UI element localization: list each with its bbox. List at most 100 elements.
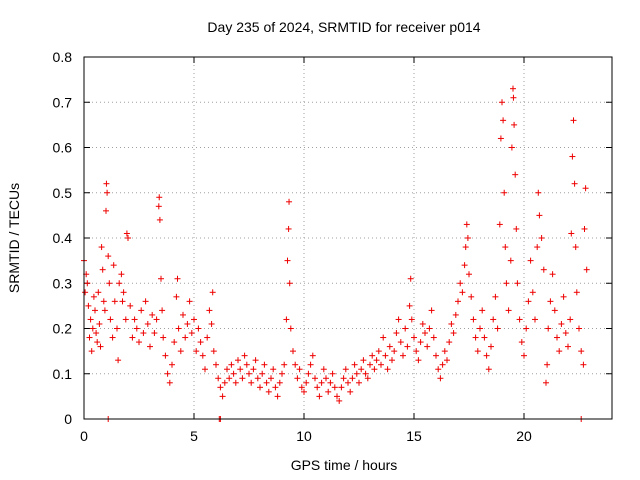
data-point <box>496 221 503 228</box>
data-point <box>204 334 211 341</box>
data-point <box>155 203 162 210</box>
data-point <box>272 384 279 391</box>
data-point <box>556 348 563 355</box>
data-point <box>397 339 404 346</box>
data-point <box>386 343 393 350</box>
data-point <box>118 271 125 278</box>
data-point <box>535 189 542 196</box>
data-point <box>327 379 334 386</box>
data-point <box>497 135 504 142</box>
data-point <box>318 379 325 386</box>
data-point <box>503 280 510 287</box>
y-tick-label: 0.5 <box>53 185 73 201</box>
data-point <box>501 189 508 196</box>
data-point <box>464 235 471 241</box>
data-point <box>119 298 126 305</box>
data-point <box>349 375 356 382</box>
data-point <box>356 379 362 386</box>
data-point <box>567 316 574 323</box>
data-point <box>173 293 180 300</box>
data-point <box>274 393 281 400</box>
data-point <box>505 307 512 314</box>
data-point <box>312 375 318 382</box>
data-point <box>191 316 197 323</box>
data-point <box>286 280 293 287</box>
data-point <box>209 289 216 296</box>
data-point <box>411 334 417 341</box>
data-point <box>195 325 202 332</box>
data-point <box>314 384 321 391</box>
data-point <box>115 357 122 364</box>
data-point <box>391 348 398 355</box>
data-point <box>120 289 127 296</box>
data-point <box>103 207 109 214</box>
data-point <box>430 334 437 341</box>
data-point <box>573 289 580 296</box>
y-tick-label: 0.7 <box>53 94 73 110</box>
data-point <box>580 361 587 368</box>
data-point <box>84 280 91 287</box>
data-point <box>169 361 175 368</box>
data-point <box>325 388 332 395</box>
data-point <box>241 352 248 359</box>
data-point <box>199 352 206 359</box>
data-point <box>296 366 303 373</box>
data-point <box>382 352 389 359</box>
data-point <box>470 316 477 323</box>
data-point <box>248 379 255 386</box>
data-point <box>441 348 448 355</box>
data-point <box>111 298 118 305</box>
data-point <box>105 253 112 260</box>
data-point <box>340 375 347 382</box>
data-point <box>104 189 111 196</box>
data-point <box>455 298 461 305</box>
data-point <box>86 334 93 341</box>
data-point <box>122 316 129 323</box>
data-point <box>98 244 105 251</box>
data-point <box>283 316 290 323</box>
data-point <box>433 352 439 359</box>
data-point <box>182 334 189 341</box>
data-point <box>351 361 358 368</box>
data-point <box>479 307 486 314</box>
data-point <box>136 339 142 346</box>
data-point <box>116 280 123 287</box>
data-point <box>369 352 376 359</box>
data-point <box>529 289 536 296</box>
data-point <box>461 262 468 269</box>
data-point <box>153 316 160 323</box>
data-point <box>558 320 565 327</box>
data-point <box>284 257 291 264</box>
data-point <box>408 316 415 323</box>
data-point <box>417 339 424 346</box>
data-point <box>286 198 293 205</box>
data-point <box>448 320 455 327</box>
data-point <box>523 325 530 332</box>
data-point <box>287 325 294 332</box>
data-point <box>85 302 92 309</box>
data-point <box>257 384 263 391</box>
data-point <box>106 280 113 287</box>
data-point <box>323 375 329 382</box>
data-point <box>140 330 147 337</box>
data-point <box>263 379 270 386</box>
data-point <box>502 244 509 251</box>
data-point <box>457 280 464 287</box>
data-point <box>415 357 422 364</box>
data-point <box>131 316 138 323</box>
data-point <box>428 307 435 314</box>
data-point <box>301 388 307 395</box>
data-point <box>237 366 244 373</box>
data-point <box>219 393 226 400</box>
data-point <box>347 388 354 395</box>
data-point <box>320 366 327 373</box>
data-point <box>490 316 497 323</box>
x-tick-label: 0 <box>80 428 88 444</box>
data-point <box>213 361 219 368</box>
data-point <box>123 230 130 237</box>
data-point <box>144 320 151 327</box>
data-point <box>259 370 266 377</box>
data-point <box>114 325 120 332</box>
data-point <box>298 384 305 391</box>
